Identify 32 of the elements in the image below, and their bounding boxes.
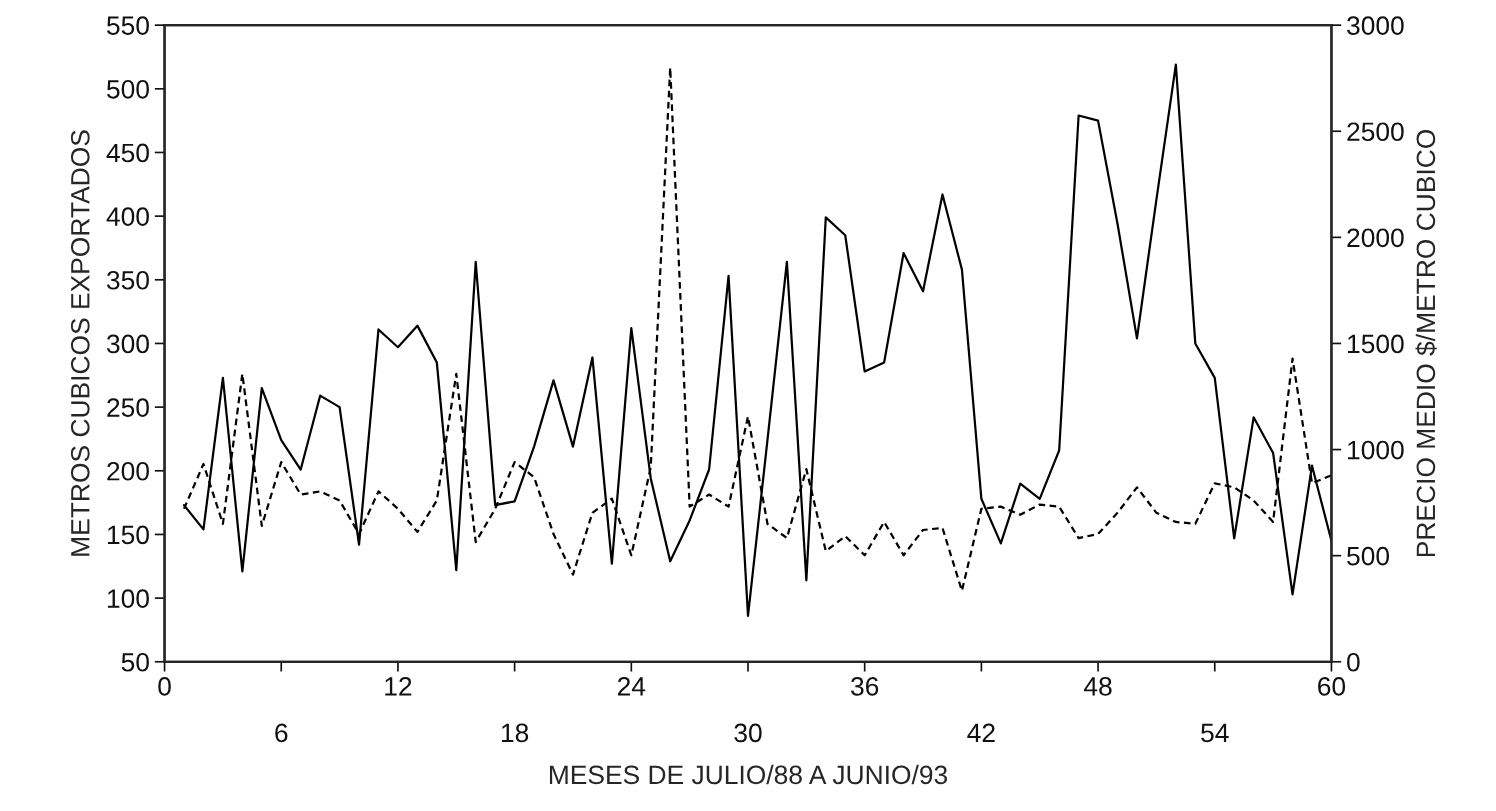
x-tick-label: 0	[158, 677, 171, 696]
x2-tick-label: 18	[501, 723, 529, 743]
y-tick-label: 500	[107, 79, 149, 99]
y2-tick-label: 0	[1347, 652, 1360, 672]
y-tick-label: 150	[107, 525, 149, 545]
y2-tick-label: 1500	[1348, 334, 1404, 354]
x2-tick-label: 6	[275, 723, 288, 743]
y-tick-label: 50	[121, 652, 149, 672]
y-tick-label: 350	[106, 270, 149, 290]
y2-tick-label: 1000	[1348, 440, 1404, 460]
x-tick-label: 24	[617, 677, 646, 696]
y2-axis-title: PRECIO MEDIO $/METRO CUBICO	[1415, 129, 1437, 557]
y-tick-label: 250	[107, 398, 149, 417]
y-tick-label: 300	[106, 334, 149, 354]
x-tick-label: 36	[851, 677, 879, 696]
y-tick-label: 550	[107, 16, 149, 35]
y2-tick-label: 500	[1347, 546, 1390, 566]
x2-tick-label: 42	[967, 723, 995, 743]
x-axis-title: MESES DE JULIO/88 A JUNIO/93	[549, 764, 948, 785]
x-tick-label: 48	[1084, 677, 1112, 696]
x2-tick-label: 54	[1201, 723, 1229, 743]
y-tick-label: 450	[106, 143, 149, 163]
x-tick-label: 12	[385, 677, 412, 696]
y-tick-label: 200	[107, 461, 149, 481]
x2-tick-label: 30	[734, 723, 762, 743]
x-tick-label: 60	[1318, 677, 1346, 696]
y2-tick-label: 3000	[1347, 16, 1404, 35]
y-tick-label: 400	[106, 207, 149, 226]
y-axis-title: METROS CUBICOS EXPORTADOS	[70, 130, 90, 556]
y2-tick-label: 2000	[1347, 228, 1404, 248]
y2-tick-label: 2500	[1347, 122, 1404, 142]
y-tick-label: 100	[107, 589, 149, 608]
